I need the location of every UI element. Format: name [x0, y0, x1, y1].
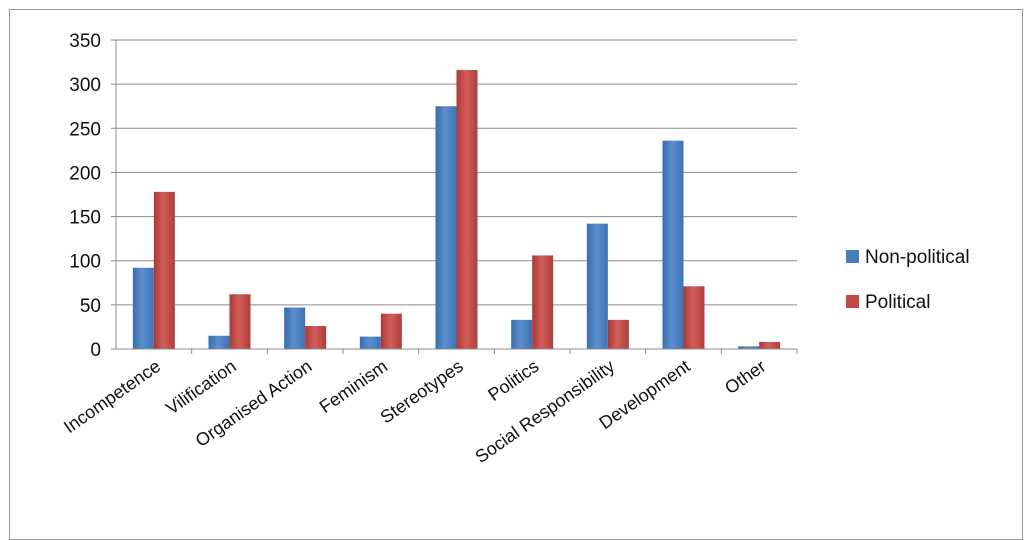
bar-non-political-organised-action [284, 307, 306, 349]
bar-political-other [759, 341, 781, 349]
bar-non-political-politics [511, 319, 533, 349]
y-tick-label-0: 0 [90, 340, 101, 361]
y-tick-label-50: 50 [80, 296, 101, 317]
y-tick-label-200: 200 [69, 163, 101, 184]
legend: Non-political Political [846, 247, 970, 313]
bar-political-vilification [229, 294, 251, 349]
x-tick-label-stereotypes: Stereotypes [377, 356, 467, 427]
bar-non-political-vilification [208, 335, 230, 349]
y-axis-ticks: 0 50 100 150 200 250 300 350 [69, 31, 101, 361]
x-tick-label-other: Other [721, 356, 769, 398]
y-tick-label-100: 100 [69, 252, 101, 273]
chart-frame [9, 9, 1023, 540]
bar-political-organised-action [305, 326, 327, 349]
axes [111, 39, 798, 354]
bar-non-political-incompetence [132, 267, 154, 349]
y-tick-label-250: 250 [69, 119, 101, 140]
bar-non-political-social-responsibility [586, 223, 608, 349]
legend-swatch-political [846, 295, 859, 308]
bar-political-social-responsibility [607, 319, 629, 349]
x-tick-label-social-responsibility: Social Responsibility [471, 356, 618, 467]
bars [132, 70, 781, 349]
legend-swatch-non-political [846, 250, 859, 263]
bar-non-political-development [662, 140, 684, 349]
y-tick-label-350: 350 [69, 31, 101, 52]
bar-political-politics [532, 255, 554, 349]
bar-political-incompetence [153, 191, 175, 349]
bar-non-political-stereotypes [435, 106, 457, 349]
y-tick-label-300: 300 [69, 75, 101, 96]
bar-non-political-other [738, 346, 760, 349]
x-tick-label-incompetence: Incompetence [60, 356, 164, 437]
bar-non-political-feminism [359, 336, 381, 349]
legend-label-political: Political [865, 292, 930, 313]
bar-political-development [683, 286, 705, 349]
bar-political-feminism [380, 313, 402, 349]
y-tick-label-150: 150 [69, 208, 101, 229]
legend-label-non-political: Non-political [865, 247, 970, 268]
bar-political-stereotypes [456, 70, 478, 349]
x-tick-label-politics: Politics [484, 356, 542, 405]
